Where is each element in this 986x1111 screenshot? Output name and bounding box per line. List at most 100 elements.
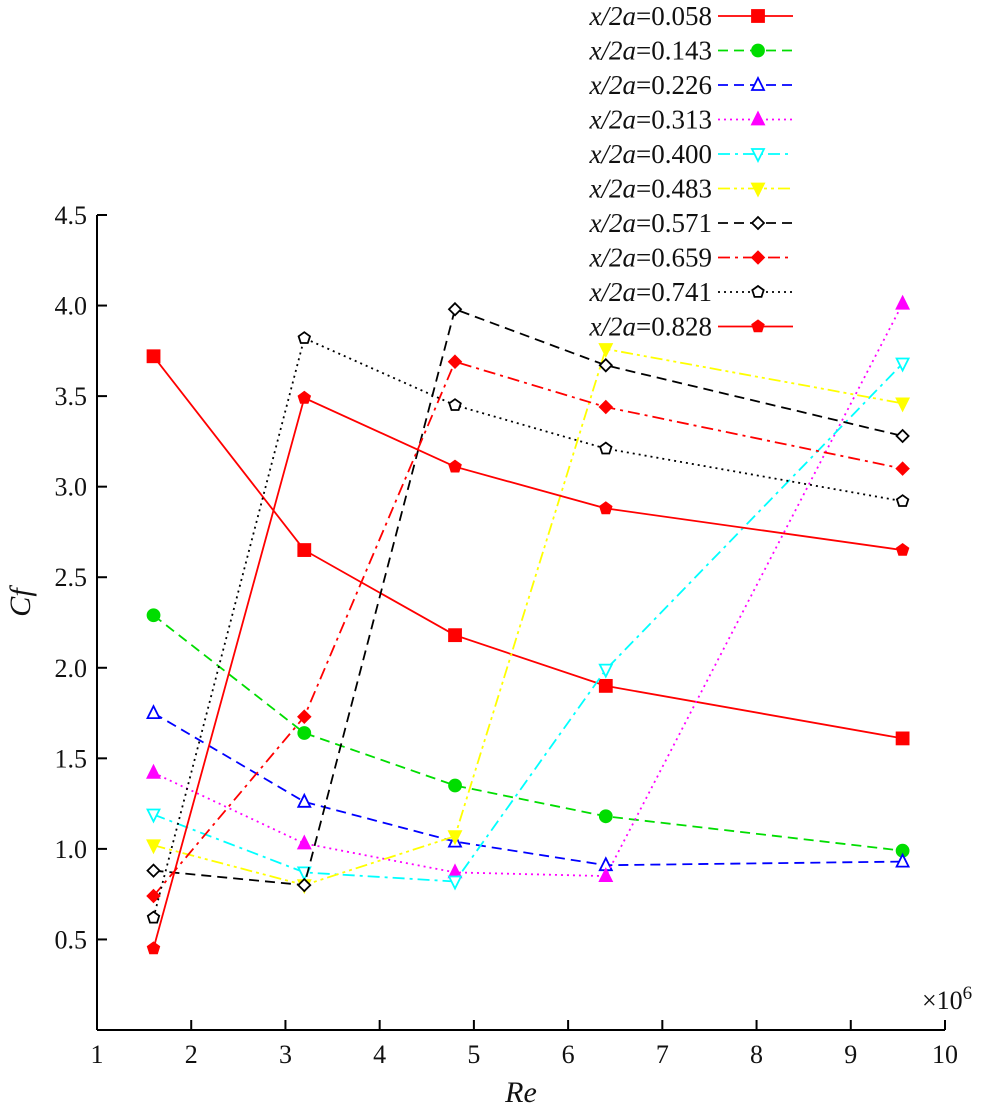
series-line xyxy=(152,336,903,918)
data-point xyxy=(146,349,161,364)
legend: x/2a=0.058x/2a=0.143x/2a=0.226x/2a=0.313… xyxy=(589,1,793,342)
axes: 1 2 3 4 5 6 7 8 9 10 0.5 1.0 1.5 2.0 2.5 3.0 3.5 4.0 4.5 xyxy=(55,201,959,1069)
data-point xyxy=(448,628,462,643)
x-tick-label: 3 xyxy=(279,1040,292,1069)
legend-label-variable: x/2a xyxy=(589,277,637,307)
data-point xyxy=(895,428,910,444)
series-layer xyxy=(146,294,911,955)
data-point xyxy=(146,608,161,623)
series-line xyxy=(153,712,903,867)
legend-label-value: =0.828 xyxy=(636,312,712,342)
legend-marker xyxy=(751,9,765,23)
legend-label: x/2a=0.143 xyxy=(589,36,712,66)
series-line xyxy=(153,303,904,878)
series-line xyxy=(153,347,903,887)
legend-label-value: =0.400 xyxy=(636,139,712,169)
series-line xyxy=(153,308,903,887)
data-point xyxy=(146,839,161,855)
series-0.143 xyxy=(146,608,910,858)
data-point xyxy=(895,542,910,556)
data-point xyxy=(447,875,463,891)
data-point xyxy=(447,354,463,369)
data-point xyxy=(297,877,312,893)
data-point xyxy=(146,704,161,719)
data-point xyxy=(598,809,613,824)
legend-label-variable: x/2a xyxy=(589,243,637,273)
data-point xyxy=(598,678,613,693)
series-line xyxy=(152,614,903,852)
data-point xyxy=(297,331,312,344)
series-0.483 xyxy=(146,343,911,895)
data-point xyxy=(599,441,613,455)
legend-label: x/2a=0.828 xyxy=(589,312,712,342)
y-tick-label: 4.5 xyxy=(55,201,88,230)
legend-item: x/2a=0.659 xyxy=(589,243,793,273)
data-point xyxy=(895,461,910,476)
legend-label: x/2a=0.571 xyxy=(589,208,712,238)
x-tick-label: 7 xyxy=(656,1040,669,1069)
data-point xyxy=(146,863,161,878)
series-0.659 xyxy=(146,354,910,904)
x-tick-label: 5 xyxy=(467,1040,480,1069)
data-point xyxy=(895,731,910,746)
data-point xyxy=(146,941,161,955)
series-line xyxy=(152,360,903,897)
y-tick-label: 1.0 xyxy=(55,835,88,864)
legend-marker xyxy=(751,43,765,58)
legend-marker xyxy=(750,250,766,265)
data-point xyxy=(297,726,312,740)
legend-item: x/2a=0.571 xyxy=(589,208,793,238)
legend-label-variable: x/2a xyxy=(589,174,637,204)
x-tick-label: 9 xyxy=(844,1040,857,1069)
legend-item: x/2a=0.828 xyxy=(589,312,793,342)
legend-label-value: =0.659 xyxy=(636,243,712,273)
y-tick-label: 0.5 xyxy=(55,925,88,954)
data-point xyxy=(598,867,614,882)
data-point xyxy=(296,792,312,808)
series-0.313 xyxy=(146,294,911,882)
legend-item: x/2a=0.143 xyxy=(589,36,793,66)
legend-label: x/2a=0.400 xyxy=(589,139,712,169)
y-tick-label: 2.0 xyxy=(55,654,88,683)
legend-label-value: =0.313 xyxy=(636,105,712,135)
legend-label-value: =0.058 xyxy=(636,1,712,31)
legend-item: x/2a=0.741 xyxy=(589,277,793,307)
data-point xyxy=(598,343,614,359)
x-tick-label: 10 xyxy=(932,1040,958,1069)
x-tick-label: 1 xyxy=(91,1040,104,1069)
series-0.058 xyxy=(146,349,910,746)
data-point xyxy=(448,778,462,793)
data-point xyxy=(297,709,312,724)
data-point xyxy=(146,763,161,779)
legend-marker xyxy=(750,110,766,126)
legend-label-variable: x/2a xyxy=(589,139,637,169)
data-point xyxy=(598,399,614,415)
legend-item: x/2a=0.400 xyxy=(589,139,793,169)
legend-label: x/2a=0.659 xyxy=(589,243,712,273)
legend-marker xyxy=(750,148,766,164)
series-0.741 xyxy=(146,331,910,924)
series-0.828 xyxy=(146,390,910,955)
series-line xyxy=(153,362,904,883)
data-point xyxy=(146,808,161,824)
legend-label-variable: x/2a xyxy=(589,1,637,31)
legend-item: x/2a=0.483 xyxy=(589,174,793,204)
series-0.226 xyxy=(146,704,911,872)
y-tick-label: 3.0 xyxy=(55,473,88,502)
x-tick-label: 6 xyxy=(562,1040,575,1069)
data-point xyxy=(598,358,614,373)
data-point xyxy=(297,543,312,557)
y-tick-label: 3.5 xyxy=(55,382,88,411)
y-tick-label: 2.5 xyxy=(55,563,88,592)
x-axis-title: Re xyxy=(504,1076,537,1109)
series-0.571 xyxy=(146,301,910,893)
legend-label-value: =0.143 xyxy=(636,36,712,66)
x-axis-multiplier-base: ×10 xyxy=(922,986,963,1015)
legend-label-variable: x/2a xyxy=(589,208,637,238)
x-axis-multiplier-exponent: 6 xyxy=(963,983,973,1004)
data-point xyxy=(895,852,911,868)
legend-label: x/2a=0.226 xyxy=(589,70,712,100)
data-point xyxy=(448,398,462,411)
data-point xyxy=(447,301,463,317)
data-point xyxy=(297,390,312,404)
